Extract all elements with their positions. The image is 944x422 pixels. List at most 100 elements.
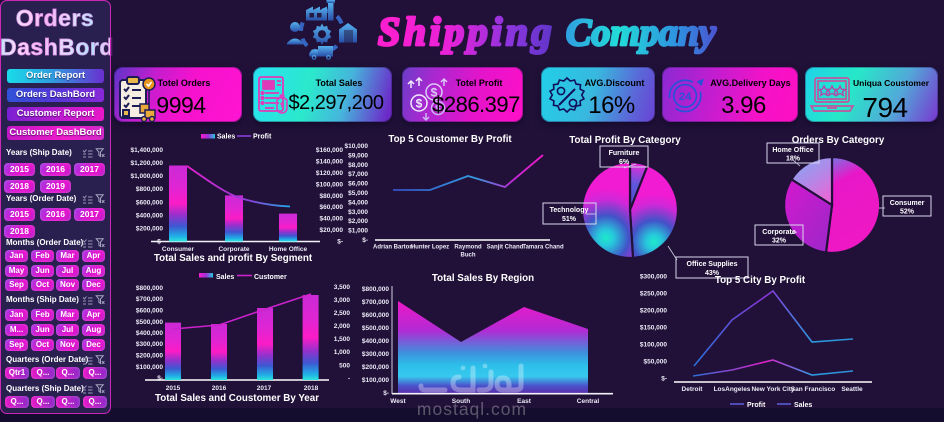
svg-text:Consumer: Consumer	[162, 246, 195, 253]
svg-text:$800,000: $800,000	[136, 285, 163, 292]
svg-text:3,000: 3,000	[334, 297, 351, 304]
svg-text:$700,000: $700,000	[136, 296, 163, 303]
svg-text:$-: $-	[157, 375, 163, 382]
svg-text:Seattle: Seattle	[841, 386, 863, 393]
svg-text:6%: 6%	[619, 159, 630, 166]
svg-text:Tamara Chand: Tamara Chand	[522, 245, 564, 251]
svg-text:New York City: New York City	[751, 386, 794, 393]
svg-text:$600,000: $600,000	[136, 308, 163, 315]
svg-text:Raymond: Raymond	[454, 245, 482, 251]
svg-text:18%: 18%	[786, 156, 801, 163]
svg-text:$-: $-	[661, 376, 667, 383]
svg-text:$8,000: $8,000	[348, 162, 368, 169]
svg-text:$400,000: $400,000	[136, 212, 163, 219]
svg-text:$80,000: $80,000	[320, 193, 344, 200]
svg-text:$-: $-	[362, 237, 368, 244]
svg-text:Office Supplies: Office Supplies	[687, 261, 738, 268]
svg-text:Total Sales By Region: Total Sales By Region	[432, 273, 534, 284]
svg-text:Top 5 City By Profit: Top 5 City By Profit	[715, 275, 806, 286]
svg-text:LosAngeles: LosAngeles	[714, 386, 751, 393]
svg-text:Consumer: Consumer	[890, 200, 925, 207]
svg-text:Adrian Barton: Adrian Barton	[373, 245, 413, 251]
svg-text:Company: Company	[566, 12, 716, 54]
svg-text:Technology: Technology	[550, 207, 589, 214]
svg-text:Total Sales and Coustomer By Y: Total Sales and Coustomer By Year	[155, 393, 319, 404]
svg-text:$2,000: $2,000	[348, 218, 368, 225]
svg-text:Hunter Lopez: Hunter Lopez	[411, 245, 449, 251]
svg-text:Profit: Profit	[747, 402, 766, 409]
svg-text:Shipping: Shipping	[378, 9, 555, 54]
svg-text:$300,000: $300,000	[136, 341, 163, 348]
svg-text:South: South	[452, 398, 470, 405]
svg-text:$300,000: $300,000	[640, 274, 667, 281]
svg-text:$250,000: $250,000	[640, 291, 667, 298]
svg-text:$300,000: $300,000	[362, 351, 389, 358]
svg-text:2,000: 2,000	[334, 323, 351, 330]
svg-text:$160,000: $160,000	[316, 147, 343, 154]
svg-text:52%: 52%	[900, 209, 915, 216]
svg-text:Furniture: Furniture	[609, 150, 640, 157]
svg-text:Home Office: Home Office	[772, 147, 813, 154]
svg-text:$700,000: $700,000	[362, 299, 389, 306]
svg-text:$400,000: $400,000	[362, 338, 389, 345]
svg-text:3,500: 3,500	[334, 284, 351, 291]
svg-text:$150,000: $150,000	[640, 325, 667, 332]
svg-text:$1,000,000: $1,000,000	[130, 173, 163, 180]
svg-text:$500,000: $500,000	[362, 325, 389, 332]
svg-text:$: $	[435, 103, 441, 115]
svg-text:2016: 2016	[212, 385, 227, 392]
svg-text:Sales: Sales	[794, 402, 812, 409]
svg-text:$120,000: $120,000	[316, 170, 343, 177]
svg-text:1,500: 1,500	[334, 336, 351, 343]
svg-text:$7,000: $7,000	[348, 171, 368, 178]
svg-text:$6,000: $6,000	[348, 181, 368, 188]
svg-text:$140,000: $140,000	[316, 158, 343, 165]
svg-text:$1,200,000: $1,200,000	[130, 160, 163, 167]
svg-text:$600,000: $600,000	[362, 312, 389, 319]
svg-text:$4,000: $4,000	[348, 199, 368, 206]
svg-text:$60,000: $60,000	[320, 204, 344, 211]
svg-text:51%: 51%	[562, 216, 577, 223]
svg-text:$40,000: $40,000	[320, 216, 344, 223]
svg-text:Orders By Category: Orders By Category	[792, 135, 885, 146]
svg-text:$800,000: $800,000	[136, 186, 163, 193]
svg-text:$-: $-	[337, 239, 343, 246]
svg-text:$5,000: $5,000	[348, 190, 368, 197]
svg-text:$100,000: $100,000	[316, 181, 343, 188]
svg-text:Sales: Sales	[216, 274, 234, 281]
svg-text:Sanjit Chand: Sanjit Chand	[487, 245, 524, 251]
svg-text:2017: 2017	[257, 385, 272, 392]
svg-text:$1,000: $1,000	[348, 228, 368, 235]
svg-text:Central: Central	[577, 398, 600, 405]
svg-text:$20,000: $20,000	[320, 227, 344, 234]
svg-text:500: 500	[339, 362, 350, 369]
svg-text:$50,000: $50,000	[644, 359, 668, 366]
svg-text:$200,000: $200,000	[136, 353, 163, 360]
svg-text:Sales: Sales	[217, 134, 235, 141]
svg-text:$500,000: $500,000	[136, 319, 163, 326]
svg-text:43%: 43%	[705, 270, 720, 277]
svg-text:$100,000: $100,000	[640, 342, 667, 349]
svg-text:$: $	[431, 86, 438, 100]
svg-text:$200,000: $200,000	[640, 308, 667, 315]
svg-text:Home Office: Home Office	[269, 246, 308, 253]
svg-text:$100,000: $100,000	[136, 364, 163, 371]
svg-text:Total Profit By Category: Total Profit By Category	[569, 135, 681, 146]
svg-text:Profit: Profit	[253, 134, 272, 141]
svg-text:Corporate: Corporate	[218, 246, 249, 253]
svg-text:$100,000: $100,000	[362, 377, 389, 384]
svg-text:$400,000: $400,000	[136, 330, 163, 337]
svg-text:West: West	[390, 398, 406, 405]
svg-text:Top 5 Coustomer By Profit: Top 5 Coustomer By Profit	[388, 134, 512, 145]
svg-text:2,500: 2,500	[334, 310, 351, 317]
svg-text:$1,400,000: $1,400,000	[130, 147, 163, 154]
svg-text:Customer: Customer	[254, 274, 287, 281]
svg-text:2015: 2015	[166, 385, 181, 392]
svg-text:$200,000: $200,000	[136, 225, 163, 232]
svg-text:$3,000: $3,000	[348, 209, 368, 216]
svg-text:2018: 2018	[304, 385, 319, 392]
svg-text:1,000: 1,000	[334, 349, 351, 356]
svg-text:$600,000: $600,000	[136, 199, 163, 206]
svg-text:-: -	[348, 375, 350, 382]
svg-text:San Francisco: San Francisco	[791, 386, 835, 393]
